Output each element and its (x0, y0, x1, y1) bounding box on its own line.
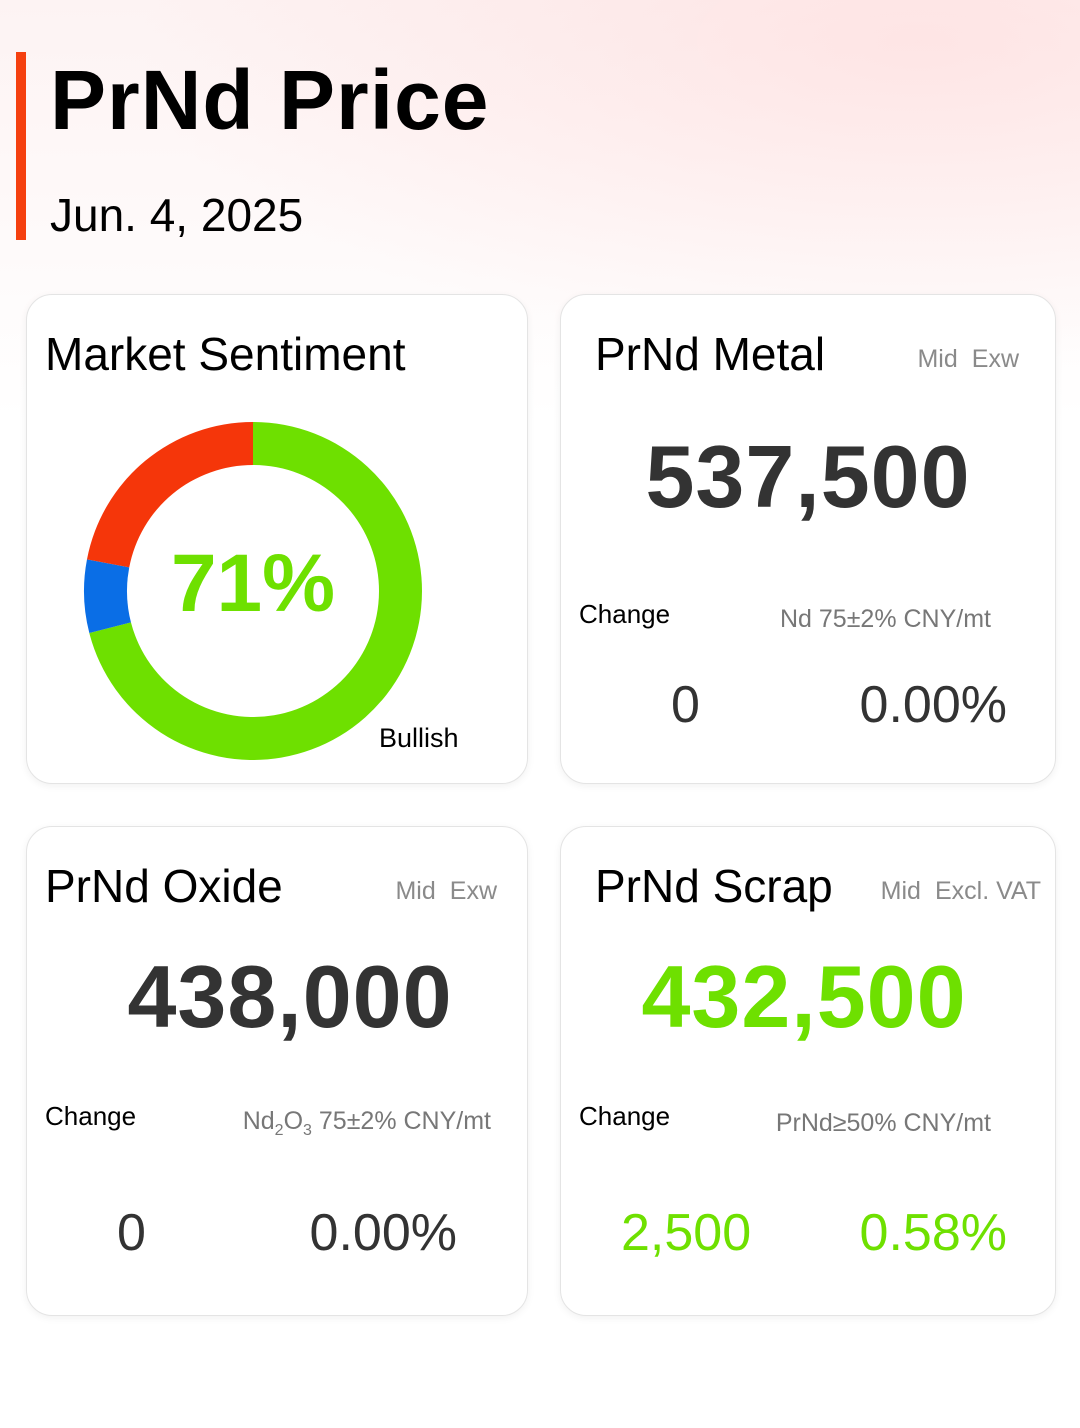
change-value: 2,500 (621, 1204, 752, 1262)
card-title: PrNd Oxide (45, 860, 283, 912)
title-accent-bar (16, 52, 26, 240)
market-sentiment-card: Market Sentiment 71% Bullish (26, 294, 528, 784)
price-basis-tag: Mid Excl. VAT (881, 879, 1041, 904)
tag-basis: Excl. VAT (934, 877, 1041, 905)
bullish-label: Bullish (379, 723, 459, 753)
prnd-oxide-card: PrNd Oxide Mid Exw 438,000 Change Nd2O3 7… (26, 826, 528, 1316)
sentiment-donut-chart (84, 422, 422, 760)
price-value: 537,500 (645, 427, 971, 526)
donut-segment-bearish (86, 422, 253, 568)
tag-mid: Mid (395, 877, 436, 905)
price-basis-tag: Mid Exw (917, 347, 1019, 372)
tag-mid: Mid (917, 345, 958, 373)
change-label: Change (45, 1101, 137, 1131)
spec-label: Nd 75±2% CNY/mt (779, 605, 991, 633)
change-percent: 0.58% (859, 1204, 1007, 1262)
change-percent: 0.00% (859, 676, 1007, 734)
card-title: PrNd Metal (595, 328, 826, 380)
spec-label: PrNd≥50% CNY/mt (775, 1109, 991, 1137)
change-percent: 0.00% (309, 1204, 457, 1262)
change-label: Change (579, 599, 671, 629)
tag-basis: Exw (971, 345, 1019, 373)
change-value: 0 (117, 1204, 146, 1262)
prnd-scrap-card: PrNd Scrap Mid Excl. VAT 432,500 Change P… (560, 826, 1056, 1316)
price-basis-tag: Mid Exw (395, 879, 497, 904)
donut-segment-neutral (84, 559, 131, 634)
bullish-percent: 71% (170, 538, 336, 629)
tag-mid: Mid (880, 877, 921, 905)
page-date: Jun. 4, 2025 (50, 189, 304, 241)
change-label: Change (579, 1101, 671, 1131)
spec-label: Nd2O3 75±2% CNY/mt (242, 1107, 491, 1139)
tag-basis: Exw (449, 877, 497, 905)
change-value: 0 (671, 676, 700, 734)
prnd-metal-card: PrNd Metal Mid Exw 537,500 Change Nd 75±2… (560, 294, 1056, 784)
card-title: Market Sentiment (45, 328, 406, 380)
card-title: PrNd Scrap (595, 860, 833, 912)
price-value: 438,000 (127, 947, 453, 1046)
page-title: PrNd Price (50, 53, 490, 147)
price-value: 432,500 (641, 947, 967, 1046)
